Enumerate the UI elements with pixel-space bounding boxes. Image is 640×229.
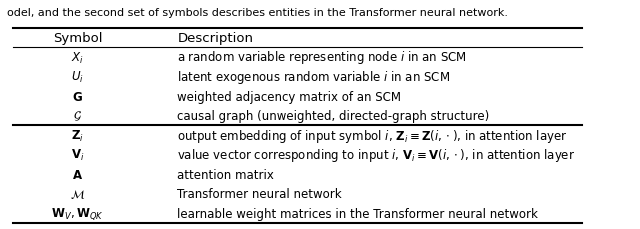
Text: output embedding of input symbol $i$, $\mathbf{Z}_i \equiv \mathbf{Z}(i, \cdot)$: output embedding of input symbol $i$, $\… [177, 127, 568, 144]
Text: $\mathcal{G}$: $\mathcal{G}$ [73, 109, 82, 123]
Text: $X_i$: $X_i$ [71, 50, 84, 65]
Text: latent exogenous random variable $i$ in an SCM: latent exogenous random variable $i$ in … [177, 69, 451, 86]
Text: $\mathbf{Z}_i$: $\mathbf{Z}_i$ [71, 128, 84, 143]
Text: odel, and the second set of symbols describes entities in the Transformer neural: odel, and the second set of symbols desc… [7, 8, 508, 18]
Text: causal graph (unweighted, directed-graph structure): causal graph (unweighted, directed-graph… [177, 110, 490, 123]
Text: weighted adjacency matrix of an SCM: weighted adjacency matrix of an SCM [177, 90, 401, 103]
Text: Symbol: Symbol [53, 32, 102, 45]
Text: $U_i$: $U_i$ [71, 70, 84, 85]
Text: $\mathbf{A}$: $\mathbf{A}$ [72, 168, 83, 181]
Text: $\mathbf{V}_i$: $\mathbf{V}_i$ [71, 147, 84, 163]
Text: attention matrix: attention matrix [177, 168, 274, 181]
Text: a random variable representing node $i$ in an SCM: a random variable representing node $i$ … [177, 49, 467, 66]
Text: value vector corresponding to input $i$, $\mathbf{V}_i \equiv \mathbf{V}(i, \cdo: value vector corresponding to input $i$,… [177, 147, 575, 164]
Text: Description: Description [177, 32, 253, 45]
Text: Transformer neural network: Transformer neural network [177, 187, 342, 200]
Text: learnable weight matrices in the Transformer neural network: learnable weight matrices in the Transfo… [177, 207, 538, 220]
Text: $\mathbf{G}$: $\mathbf{G}$ [72, 90, 83, 103]
Text: $\mathbf{W}_V, \mathbf{W}_{QK}$: $\mathbf{W}_V, \mathbf{W}_{QK}$ [51, 206, 104, 221]
Text: $\mathcal{M}$: $\mathcal{M}$ [70, 187, 85, 200]
